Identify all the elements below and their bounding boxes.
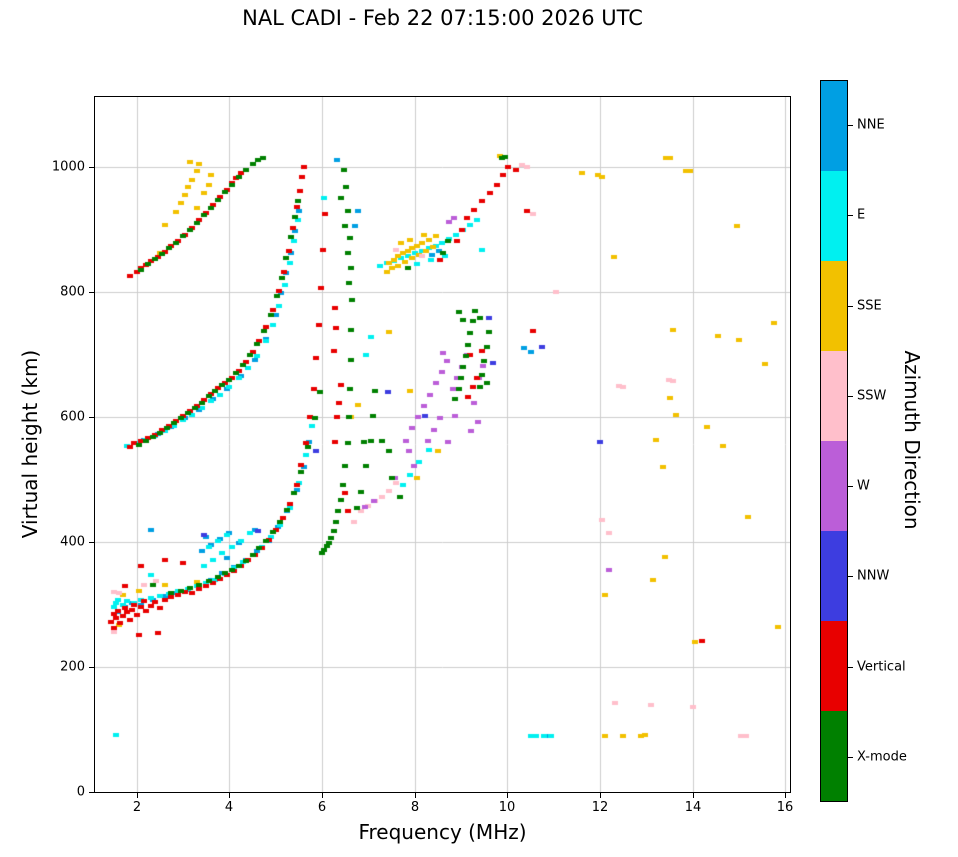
colorbar-tick — [848, 757, 853, 758]
colorbar-label-x-mode: X-mode — [857, 749, 907, 765]
x-tick-label: 2 — [132, 800, 142, 815]
colorbar-tick — [848, 576, 853, 577]
colorbar-label-nnw: NNW — [857, 568, 890, 584]
colorbar-label-nne: NNE — [857, 117, 885, 133]
colorbar-segment-nnw — [821, 531, 847, 621]
colorbar-tick — [848, 306, 853, 307]
x-tick-label: 16 — [776, 800, 794, 815]
x-tick-label: 8 — [410, 800, 420, 815]
y-tick-mark — [89, 792, 94, 793]
y-tick-label: 1000 — [51, 159, 85, 175]
y-tick-label: 600 — [60, 409, 85, 425]
colorbar-segment-vertical — [821, 621, 847, 711]
colorbar-segment-x-mode — [821, 711, 847, 801]
colorbar-label-sse: SSE — [857, 298, 882, 314]
y-tick-mark — [89, 667, 94, 668]
ionogram-canvas — [95, 97, 790, 792]
y-tick-label: 200 — [60, 659, 85, 675]
colorbar-tick — [848, 215, 853, 216]
chart-title: NAL CADI - Feb 22 07:15:00 2026 UTC — [242, 6, 643, 30]
x-tick-mark — [600, 793, 601, 798]
x-tick-mark — [507, 793, 508, 798]
colorbar-tick — [848, 125, 853, 126]
colorbar — [820, 80, 848, 802]
x-tick-mark — [229, 793, 230, 798]
x-tick-label: 4 — [224, 800, 234, 815]
colorbar-segment-nne — [821, 81, 847, 171]
x-axis-label: Frequency (MHz) — [358, 820, 527, 844]
y-tick-label: 0 — [76, 784, 85, 800]
x-tick-mark — [322, 793, 323, 798]
colorbar-tick — [848, 486, 853, 487]
colorbar-segment-sse — [821, 261, 847, 351]
colorbar-segment-w — [821, 441, 847, 531]
y-axis-label: Virtual height (km) — [18, 349, 42, 539]
y-tick-mark — [89, 292, 94, 293]
x-tick-mark — [785, 793, 786, 798]
y-tick-mark — [89, 417, 94, 418]
colorbar-label-e: E — [857, 207, 866, 223]
colorbar-tick — [848, 396, 853, 397]
colorbar-segment-e — [821, 171, 847, 261]
plot-area — [94, 96, 791, 793]
colorbar-label-vertical: Vertical — [857, 659, 906, 675]
y-tick-label: 800 — [60, 284, 85, 300]
colorbar-tick — [848, 667, 853, 668]
x-tick-mark — [137, 793, 138, 798]
y-tick-mark — [89, 167, 94, 168]
colorbar-label-ssw: SSW — [857, 388, 887, 404]
x-tick-label: 6 — [317, 800, 327, 815]
x-tick-label: 14 — [684, 800, 702, 815]
y-tick-label: 400 — [60, 534, 85, 550]
x-tick-mark — [415, 793, 416, 798]
colorbar-label-w: W — [857, 478, 870, 494]
x-tick-label: 12 — [591, 800, 609, 815]
y-tick-mark — [89, 542, 94, 543]
colorbar-title: Azimuth Direction — [900, 350, 924, 530]
x-tick-label: 10 — [498, 800, 516, 815]
x-tick-mark — [693, 793, 694, 798]
colorbar-segment-ssw — [821, 351, 847, 441]
